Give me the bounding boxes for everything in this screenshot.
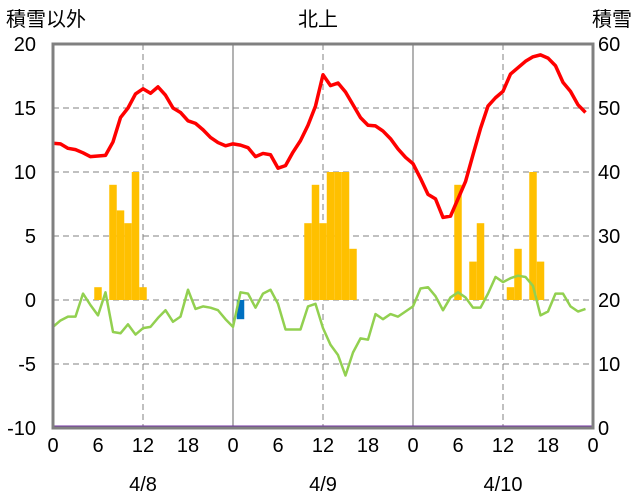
y-left-tick: 0 xyxy=(25,290,36,312)
precip-bar xyxy=(109,184,117,300)
precip-bar xyxy=(131,172,140,300)
x-tick: 6 xyxy=(452,435,463,457)
y-right-tick: 30 xyxy=(598,226,620,248)
y-right-tick: 10 xyxy=(598,354,620,376)
x-tick: 12 xyxy=(312,435,334,457)
date-label: 4/8 xyxy=(129,474,157,496)
x-tick: 12 xyxy=(492,435,514,457)
precip-bar xyxy=(326,172,335,300)
temperature-line xyxy=(52,53,587,220)
x-tick: 18 xyxy=(357,435,379,457)
precip-bar xyxy=(536,261,545,300)
precip-bar xyxy=(116,210,125,300)
date-label: 4/10 xyxy=(484,474,523,496)
date-label: 4/9 xyxy=(309,474,337,496)
y-right-tick: 0 xyxy=(598,418,609,440)
y-right-tick: 20 xyxy=(598,290,620,312)
x-tick: 0 xyxy=(227,435,238,457)
y-left-tick: -10 xyxy=(7,418,36,440)
precip-bar xyxy=(139,287,147,300)
x-tick: 12 xyxy=(132,435,154,457)
precip-bar xyxy=(341,172,350,300)
y-left-tick: 10 xyxy=(14,162,36,184)
precip-bar xyxy=(311,184,320,300)
y-left-tick: -5 xyxy=(18,354,36,376)
plot-frame xyxy=(51,42,595,430)
y-right-tick: 60 xyxy=(598,34,620,56)
x-tick: 18 xyxy=(177,435,199,457)
precip-bar xyxy=(319,223,327,300)
chart-title: 北上 xyxy=(298,7,338,31)
plot-border xyxy=(51,42,595,430)
precip-bar xyxy=(454,184,462,300)
precip-bar xyxy=(529,172,537,300)
precip-bar xyxy=(334,172,342,300)
precip-bar xyxy=(304,223,312,300)
precip-bar xyxy=(476,223,485,300)
y-left-tick: 15 xyxy=(14,98,36,120)
x-tick: 0 xyxy=(587,435,598,457)
y-right-tick: 40 xyxy=(598,162,620,184)
x-tick: 0 xyxy=(47,435,58,457)
y-left-tick: 20 xyxy=(14,34,36,56)
y-left-label: 積雪以外 xyxy=(6,7,86,31)
precip-bar xyxy=(514,248,522,300)
y-right-tick: 50 xyxy=(598,98,620,120)
x-tick: 18 xyxy=(537,435,559,457)
precip-bar xyxy=(469,261,477,300)
precip-bar xyxy=(506,287,515,300)
x-tick: 6 xyxy=(92,435,103,457)
y-left-tick: 5 xyxy=(25,226,36,248)
precip-bar xyxy=(94,287,102,300)
precip-bars xyxy=(94,172,545,320)
y-right-label: 積雪 xyxy=(592,7,632,31)
green-series-line xyxy=(52,274,586,377)
precip-bar xyxy=(349,248,357,300)
precip-bar xyxy=(124,223,132,300)
precip-bar xyxy=(236,300,245,320)
x-tick: 6 xyxy=(272,435,283,457)
x-tick: 0 xyxy=(407,435,418,457)
